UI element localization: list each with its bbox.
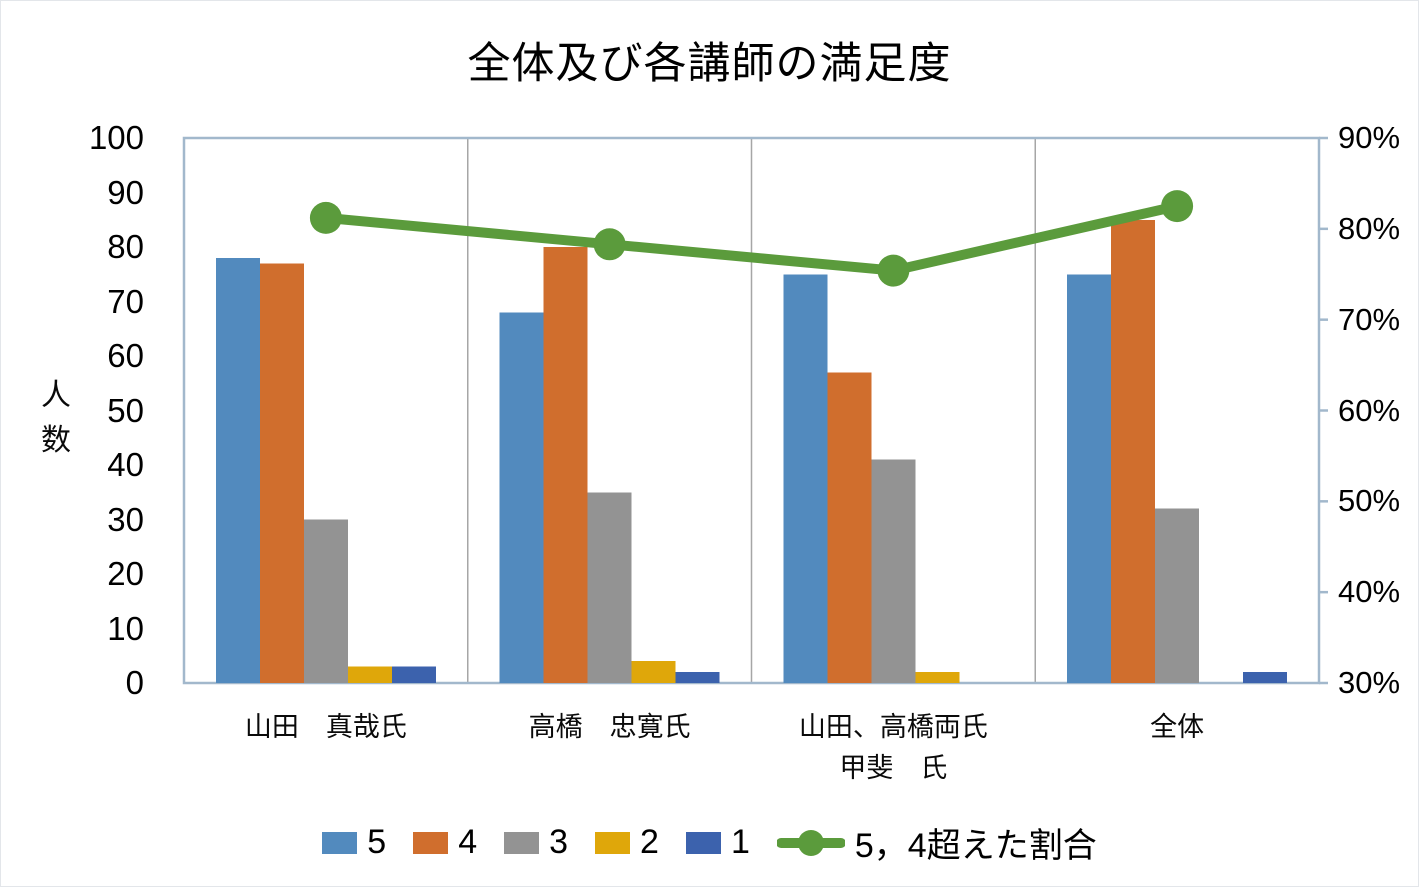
y-right-tick-label: 80%: [1338, 210, 1401, 246]
chart-legend: 5 4 3 2 1 5，4超えた割合: [1, 818, 1418, 867]
chart-title: 全体及び各講師の満足度: [467, 40, 952, 88]
y-right-tick-label: 40%: [1338, 574, 1401, 610]
legend-swatch-icon: [685, 831, 721, 854]
y-right-tick-label: 70%: [1338, 301, 1401, 337]
x-axis-label-line: 甲斐 氏: [839, 753, 948, 783]
legend-label: 5: [367, 823, 387, 861]
bar-series-2: [631, 661, 676, 683]
y-left-tick-label: 20: [107, 555, 144, 592]
legend-line-marker-icon: [776, 829, 845, 856]
x-axis-label-line: 全体: [1150, 712, 1205, 742]
legend-label: 3: [549, 823, 569, 861]
bar-series-1: [675, 672, 720, 683]
y-left-tick-label: 40: [107, 446, 144, 483]
y-right-tick-label: 90%: [1338, 120, 1401, 155]
legend-item-4: 4: [413, 823, 477, 862]
line-series: [320, 201, 1183, 276]
legend-item-3: 3: [504, 823, 568, 862]
bar-series-5: [499, 312, 544, 683]
x-axis-label: 山田 真哉氏: [166, 707, 486, 748]
bar-series-3: [871, 459, 916, 683]
bar-series-2: [347, 666, 392, 683]
y-left-tick-label: 0: [125, 664, 144, 701]
x-axis-label: 山田、高橋両氏 甲斐 氏: [733, 707, 1053, 789]
line-marker: [309, 201, 342, 234]
bar-series-5: [783, 274, 828, 684]
line-marker: [877, 254, 910, 287]
y-left-tick-label: 30: [107, 500, 144, 538]
x-axis-label-line: 高橋 忠寛氏: [528, 712, 691, 742]
bar-series-1: [1243, 672, 1288, 683]
bar-series-3: [303, 519, 348, 683]
bar-series-3: [587, 492, 632, 684]
y-left-tick-label: 60: [107, 337, 144, 374]
legend-item-line: 5，4超えた割合: [776, 818, 1097, 867]
legend-item-5: 5: [322, 823, 386, 862]
y-left-tick-label: 80: [107, 228, 144, 265]
x-axis-label: 高橋 忠寛氏: [450, 707, 770, 748]
legend-label: 4: [458, 823, 478, 861]
legend-swatch-icon: [322, 831, 358, 854]
x-axis-label: 全体: [1017, 707, 1337, 748]
y-left-tick-label: 100: [88, 119, 144, 156]
legend-label: 2: [640, 823, 659, 861]
line-marker: [593, 228, 626, 261]
legend-item-2: 2: [595, 823, 659, 862]
bar-series-4: [259, 263, 304, 683]
legend-swatch-icon: [504, 831, 540, 854]
bar-series-5: [215, 257, 260, 683]
y-left-tick-label: 90: [107, 173, 144, 211]
y-left-tick-label: 10: [107, 609, 144, 647]
y-left-tick-label: 70: [107, 282, 144, 320]
legend-swatch-icon: [413, 831, 449, 854]
y-right-tick-label: 60%: [1338, 392, 1401, 428]
y-right-tick-label: 50%: [1338, 483, 1401, 519]
legend-label: 5，4超えた割合: [854, 827, 1097, 865]
y-right-tick-label: 30%: [1338, 665, 1401, 700]
legend-item-1: 1: [685, 823, 750, 862]
line-marker: [1161, 190, 1194, 223]
y-left-tick-label: 50: [107, 391, 144, 429]
bar-series-3: [1155, 508, 1200, 683]
bar-series-4: [543, 247, 588, 683]
x-axis-label-line: 山田、高橋両氏: [798, 712, 988, 742]
bar-series-2: [915, 672, 960, 683]
bar-series-5: [1067, 274, 1112, 684]
x-axis-label-line: 山田 真哉氏: [244, 712, 407, 742]
bar-series-4: [827, 372, 872, 683]
legend-swatch-icon: [595, 831, 631, 854]
y-left-axis-title: 人数: [41, 379, 71, 457]
legend-label: 1: [730, 823, 750, 861]
bar-series-1: [391, 666, 436, 683]
bar-series-4: [1111, 219, 1156, 684]
